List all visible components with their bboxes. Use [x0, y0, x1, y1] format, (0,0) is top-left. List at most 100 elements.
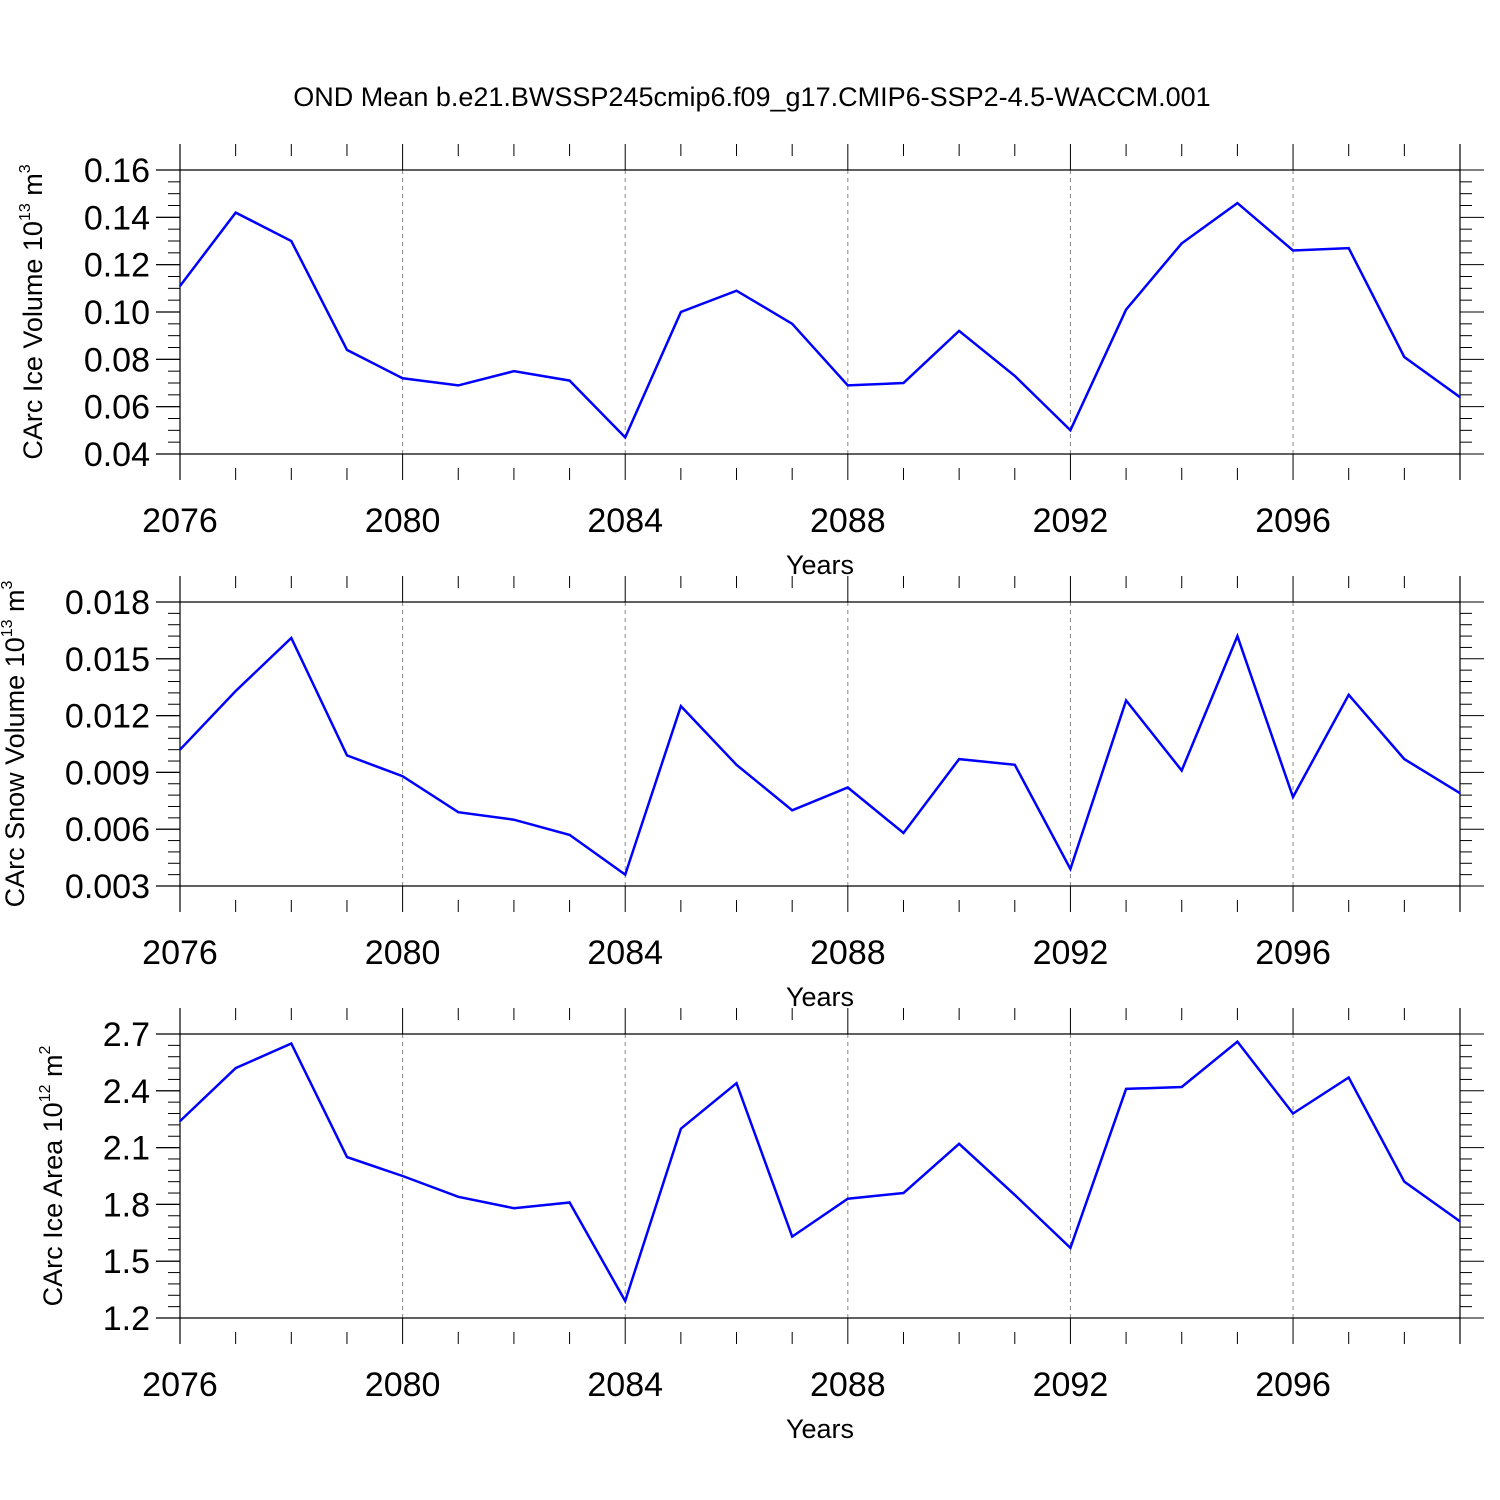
data-point — [791, 1235, 793, 1238]
x-tick-label: 2084 — [587, 502, 663, 540]
data-point — [902, 1192, 905, 1194]
data-point — [1013, 1194, 1016, 1196]
panels: 0.04 0.06 0.08 0.10 0.12 0.14 0.16 2076 2080 2084… — [0, 144, 1484, 1444]
data-point — [179, 285, 181, 287]
data-point — [234, 1067, 237, 1069]
y-tick-label: 2.1 — [103, 1130, 150, 1168]
y-tick-label: 0.006 — [65, 811, 150, 849]
y-axis-title-exponent: 13 — [0, 619, 16, 637]
data-point — [1069, 1247, 1072, 1249]
data-point — [290, 240, 293, 242]
y-tick-label: 0.012 — [65, 698, 150, 736]
series-line — [179, 201, 1461, 440]
data-point — [1125, 1088, 1127, 1090]
data-point — [680, 705, 682, 707]
chart-panel-1: 0.04 0.06 0.08 0.10 0.12 0.14 0.16 2076 2080 2084… — [17, 144, 1484, 580]
data-point — [847, 1197, 849, 1200]
y-tick-label: 0.16 — [84, 152, 150, 190]
y-axis-title-unit: m — [18, 173, 48, 203]
y-tick-label: 0.04 — [84, 436, 150, 474]
data-point — [290, 1042, 293, 1045]
data-point — [1347, 693, 1350, 696]
data-point — [179, 1120, 181, 1122]
data-point — [1013, 375, 1016, 377]
data-point — [1292, 796, 1294, 798]
data-point — [1236, 1040, 1239, 1043]
data-point — [568, 379, 571, 382]
data-point — [958, 330, 960, 332]
x-tick-label: 2096 — [1255, 1366, 1331, 1404]
data-point — [958, 758, 960, 760]
data-point — [346, 754, 348, 757]
y-tick-label: 0.015 — [65, 641, 150, 679]
y-tick-label: 0.14 — [84, 199, 150, 237]
y-tick-label: 1.5 — [103, 1243, 150, 1281]
x-tick-label: 2080 — [365, 934, 441, 972]
chart-title: OND Mean b.e21.BWSSP245cmip6.f09_g17.CMI… — [293, 82, 1210, 112]
x-axis-title: Years — [786, 982, 854, 1012]
x-tick-label: 2080 — [365, 1366, 441, 1404]
x-tick-label: 2092 — [1033, 1366, 1109, 1404]
x-tick-label: 2076 — [142, 502, 218, 540]
y-axis-title-exponent: 13 — [17, 203, 34, 221]
data-point — [1180, 242, 1183, 245]
data-point — [234, 690, 237, 692]
x-axis-title: Years — [786, 550, 854, 580]
data-point — [1069, 429, 1072, 432]
y-axis-title-main: CArc Ice Area 10 — [38, 1102, 68, 1306]
x-tick-label: 2096 — [1255, 502, 1331, 540]
data-point — [624, 1300, 627, 1302]
y-tick-label: 0.003 — [65, 868, 150, 906]
x-tick-label: 2096 — [1255, 934, 1331, 972]
y-axis-title-unit-exponent: 3 — [17, 164, 34, 173]
x-tick-label: 2092 — [1033, 934, 1109, 972]
series-line — [179, 1039, 1461, 1305]
y-axis-title-unit-exponent: 3 — [0, 580, 16, 589]
data-point — [290, 637, 293, 639]
data-point — [680, 311, 682, 313]
data-point — [457, 1196, 460, 1198]
y-tick-label: 0.08 — [84, 341, 150, 379]
data-point — [1403, 356, 1406, 358]
x-tick-label: 2088 — [810, 934, 886, 972]
data-point — [902, 382, 905, 384]
y-tick-label: 1.2 — [103, 1300, 150, 1338]
data-point — [346, 1156, 348, 1158]
data-point — [457, 384, 460, 387]
y-axis-title-exponent: 12 — [37, 1084, 54, 1102]
data-point — [234, 211, 237, 214]
data-point — [958, 1143, 960, 1145]
y-axis-title-unit-exponent: 2 — [37, 1046, 54, 1055]
data-point — [1236, 202, 1239, 204]
data-point — [1013, 764, 1016, 766]
data-point — [735, 289, 738, 292]
data-point — [624, 873, 627, 876]
y-axis-title: CArc Ice Area 1012 m2 — [37, 1046, 68, 1307]
data-point — [568, 834, 571, 836]
x-tick-label: 2076 — [142, 1366, 218, 1404]
data-point — [1180, 769, 1183, 772]
x-tick-label: 2084 — [587, 1366, 663, 1404]
y-tick-label: 0.12 — [84, 247, 150, 285]
data-point — [791, 323, 793, 325]
data-point — [680, 1127, 682, 1130]
y-axis-title: CArc Ice Volume 1013 m3 — [17, 164, 48, 459]
data-point — [1125, 308, 1127, 311]
x-tick-label: 2080 — [365, 502, 441, 540]
y-tick-label: 0.10 — [84, 294, 150, 332]
x-tick-label: 2088 — [810, 502, 886, 540]
data-point — [1236, 635, 1239, 637]
data-point — [1347, 1076, 1350, 1079]
y-tick-label: 0.018 — [65, 584, 150, 622]
data-point — [457, 811, 460, 813]
y-axis-title-main: CArc Ice Volume 10 — [18, 221, 48, 460]
x-tick-label: 2076 — [142, 934, 218, 972]
data-point — [847, 786, 849, 789]
data-point — [1292, 249, 1294, 252]
y-tick-label: 1.8 — [103, 1186, 150, 1224]
x-tick-label: 2084 — [587, 934, 663, 972]
data-point — [401, 1175, 404, 1177]
data-point — [1403, 1180, 1406, 1183]
data-point — [513, 818, 515, 821]
